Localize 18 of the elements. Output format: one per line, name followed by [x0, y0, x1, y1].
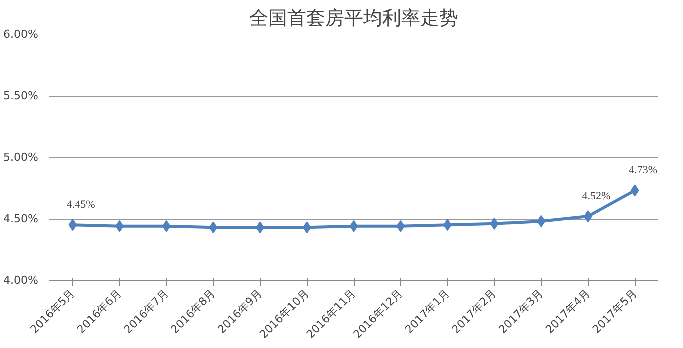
point: [490, 218, 499, 230]
point: [350, 220, 358, 232]
y-tick-label: 6.00%: [4, 28, 39, 41]
data-label: 4.45%: [66, 199, 96, 212]
point: [302, 222, 312, 234]
chart-title: 全国首套房平均利率走势: [250, 8, 458, 30]
y-tick-label: 5.50%: [4, 90, 39, 102]
point: [68, 219, 78, 232]
y-tick-label: 4.50%: [4, 212, 39, 226]
point: [630, 184, 640, 197]
data-label: 4.52%: [582, 190, 611, 203]
point: [209, 222, 218, 234]
point: [162, 220, 171, 232]
data-label: 4.73%: [629, 164, 658, 177]
y-tick-label: 4.00%: [4, 274, 39, 287]
y-tick-label: 5.00%: [4, 151, 39, 164]
point: [396, 220, 406, 232]
point: [537, 215, 546, 228]
